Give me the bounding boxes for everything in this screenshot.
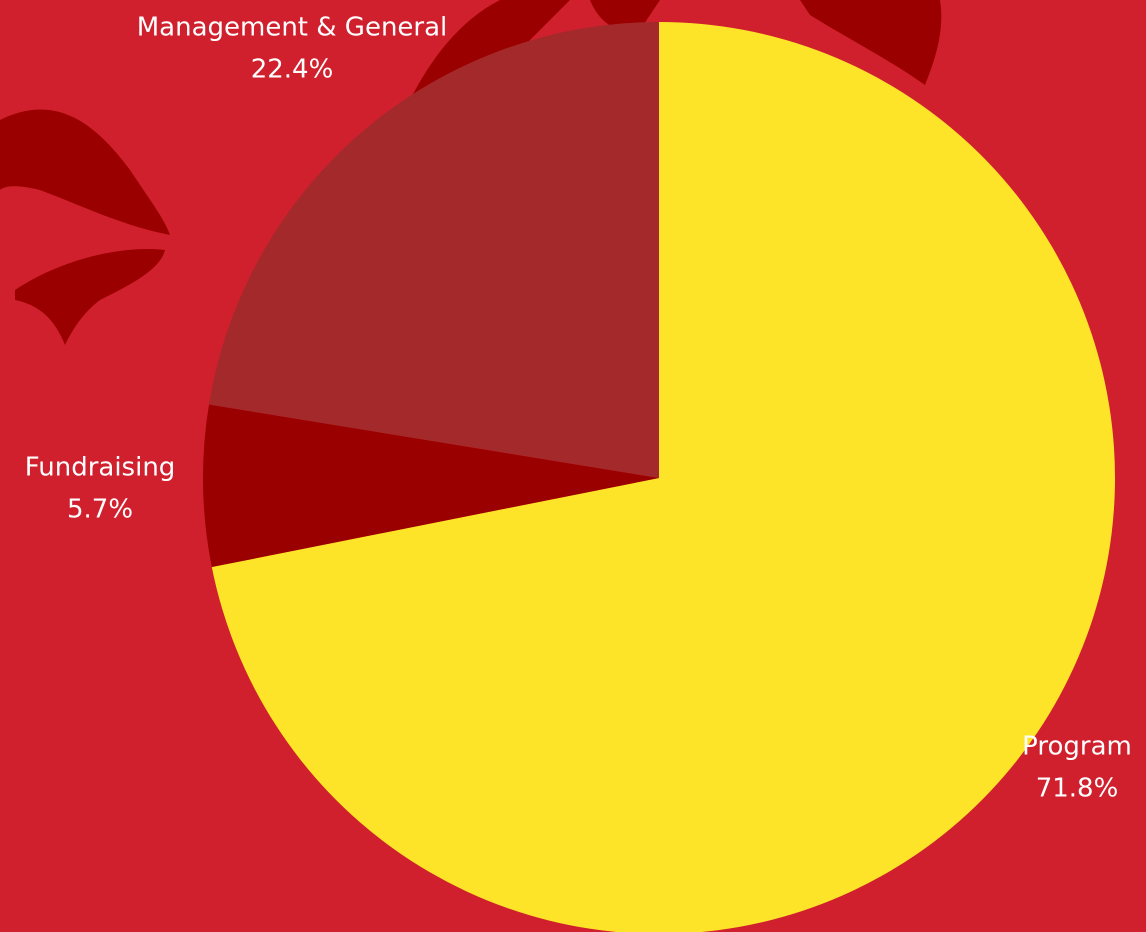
pie-slice xyxy=(211,22,1115,932)
slice-value-label: 22.4% xyxy=(251,55,334,85)
pie xyxy=(203,22,1115,932)
leaf xyxy=(800,0,942,85)
slice-label: Management & General xyxy=(137,13,448,43)
pie-slice xyxy=(203,404,659,568)
slice-label: Program xyxy=(1022,732,1132,762)
pie-slice xyxy=(208,22,660,478)
leaf xyxy=(0,109,170,235)
slice-value-label: 5.7% xyxy=(67,495,133,525)
slice-value-label: 71.8% xyxy=(1036,774,1119,804)
leaf xyxy=(15,249,165,345)
slice-label: Fundraising xyxy=(25,453,176,483)
